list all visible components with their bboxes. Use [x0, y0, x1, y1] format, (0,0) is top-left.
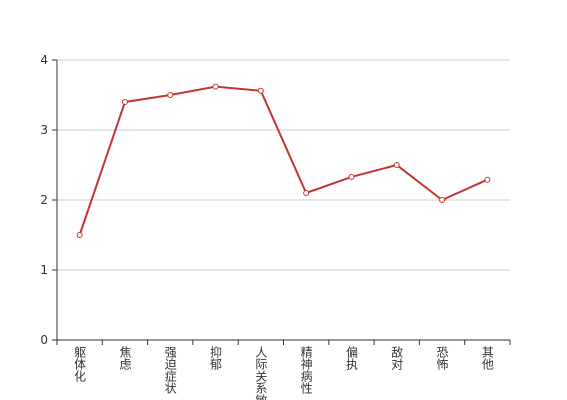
point: [76, 232, 83, 238]
x-tick-label: 敌对: [390, 345, 404, 370]
x-tick-label: 偏执: [344, 345, 358, 371]
line: [78, 85, 488, 236]
x-tick-label: 抑郁: [209, 345, 223, 371]
point: [393, 162, 400, 168]
point: [348, 173, 355, 180]
x-tick-label: 强迫症状: [163, 346, 177, 394]
x-tick-label: 精神病性: [299, 346, 313, 395]
x-tick-label: 其他: [480, 346, 494, 370]
x-tick-label: 焦虑: [118, 346, 132, 370]
point: [257, 87, 264, 94]
point: [121, 99, 128, 105]
point: [439, 197, 446, 203]
x-tick-label: 恐怖: [435, 346, 449, 370]
x-tick-label: 躯体化: [73, 345, 87, 383]
point: [167, 92, 174, 98]
y-tick-label: 4: [40, 53, 48, 67]
y-tick-label: 0: [40, 333, 48, 347]
point: [484, 176, 491, 183]
point: [303, 190, 310, 196]
y-tick-label: 1: [40, 263, 48, 277]
y-tick-label: 3: [40, 123, 48, 137]
x-tick-label: 人际关系敏感: [254, 346, 268, 400]
y-tick-label: 2: [40, 193, 48, 207]
point: [212, 83, 219, 90]
